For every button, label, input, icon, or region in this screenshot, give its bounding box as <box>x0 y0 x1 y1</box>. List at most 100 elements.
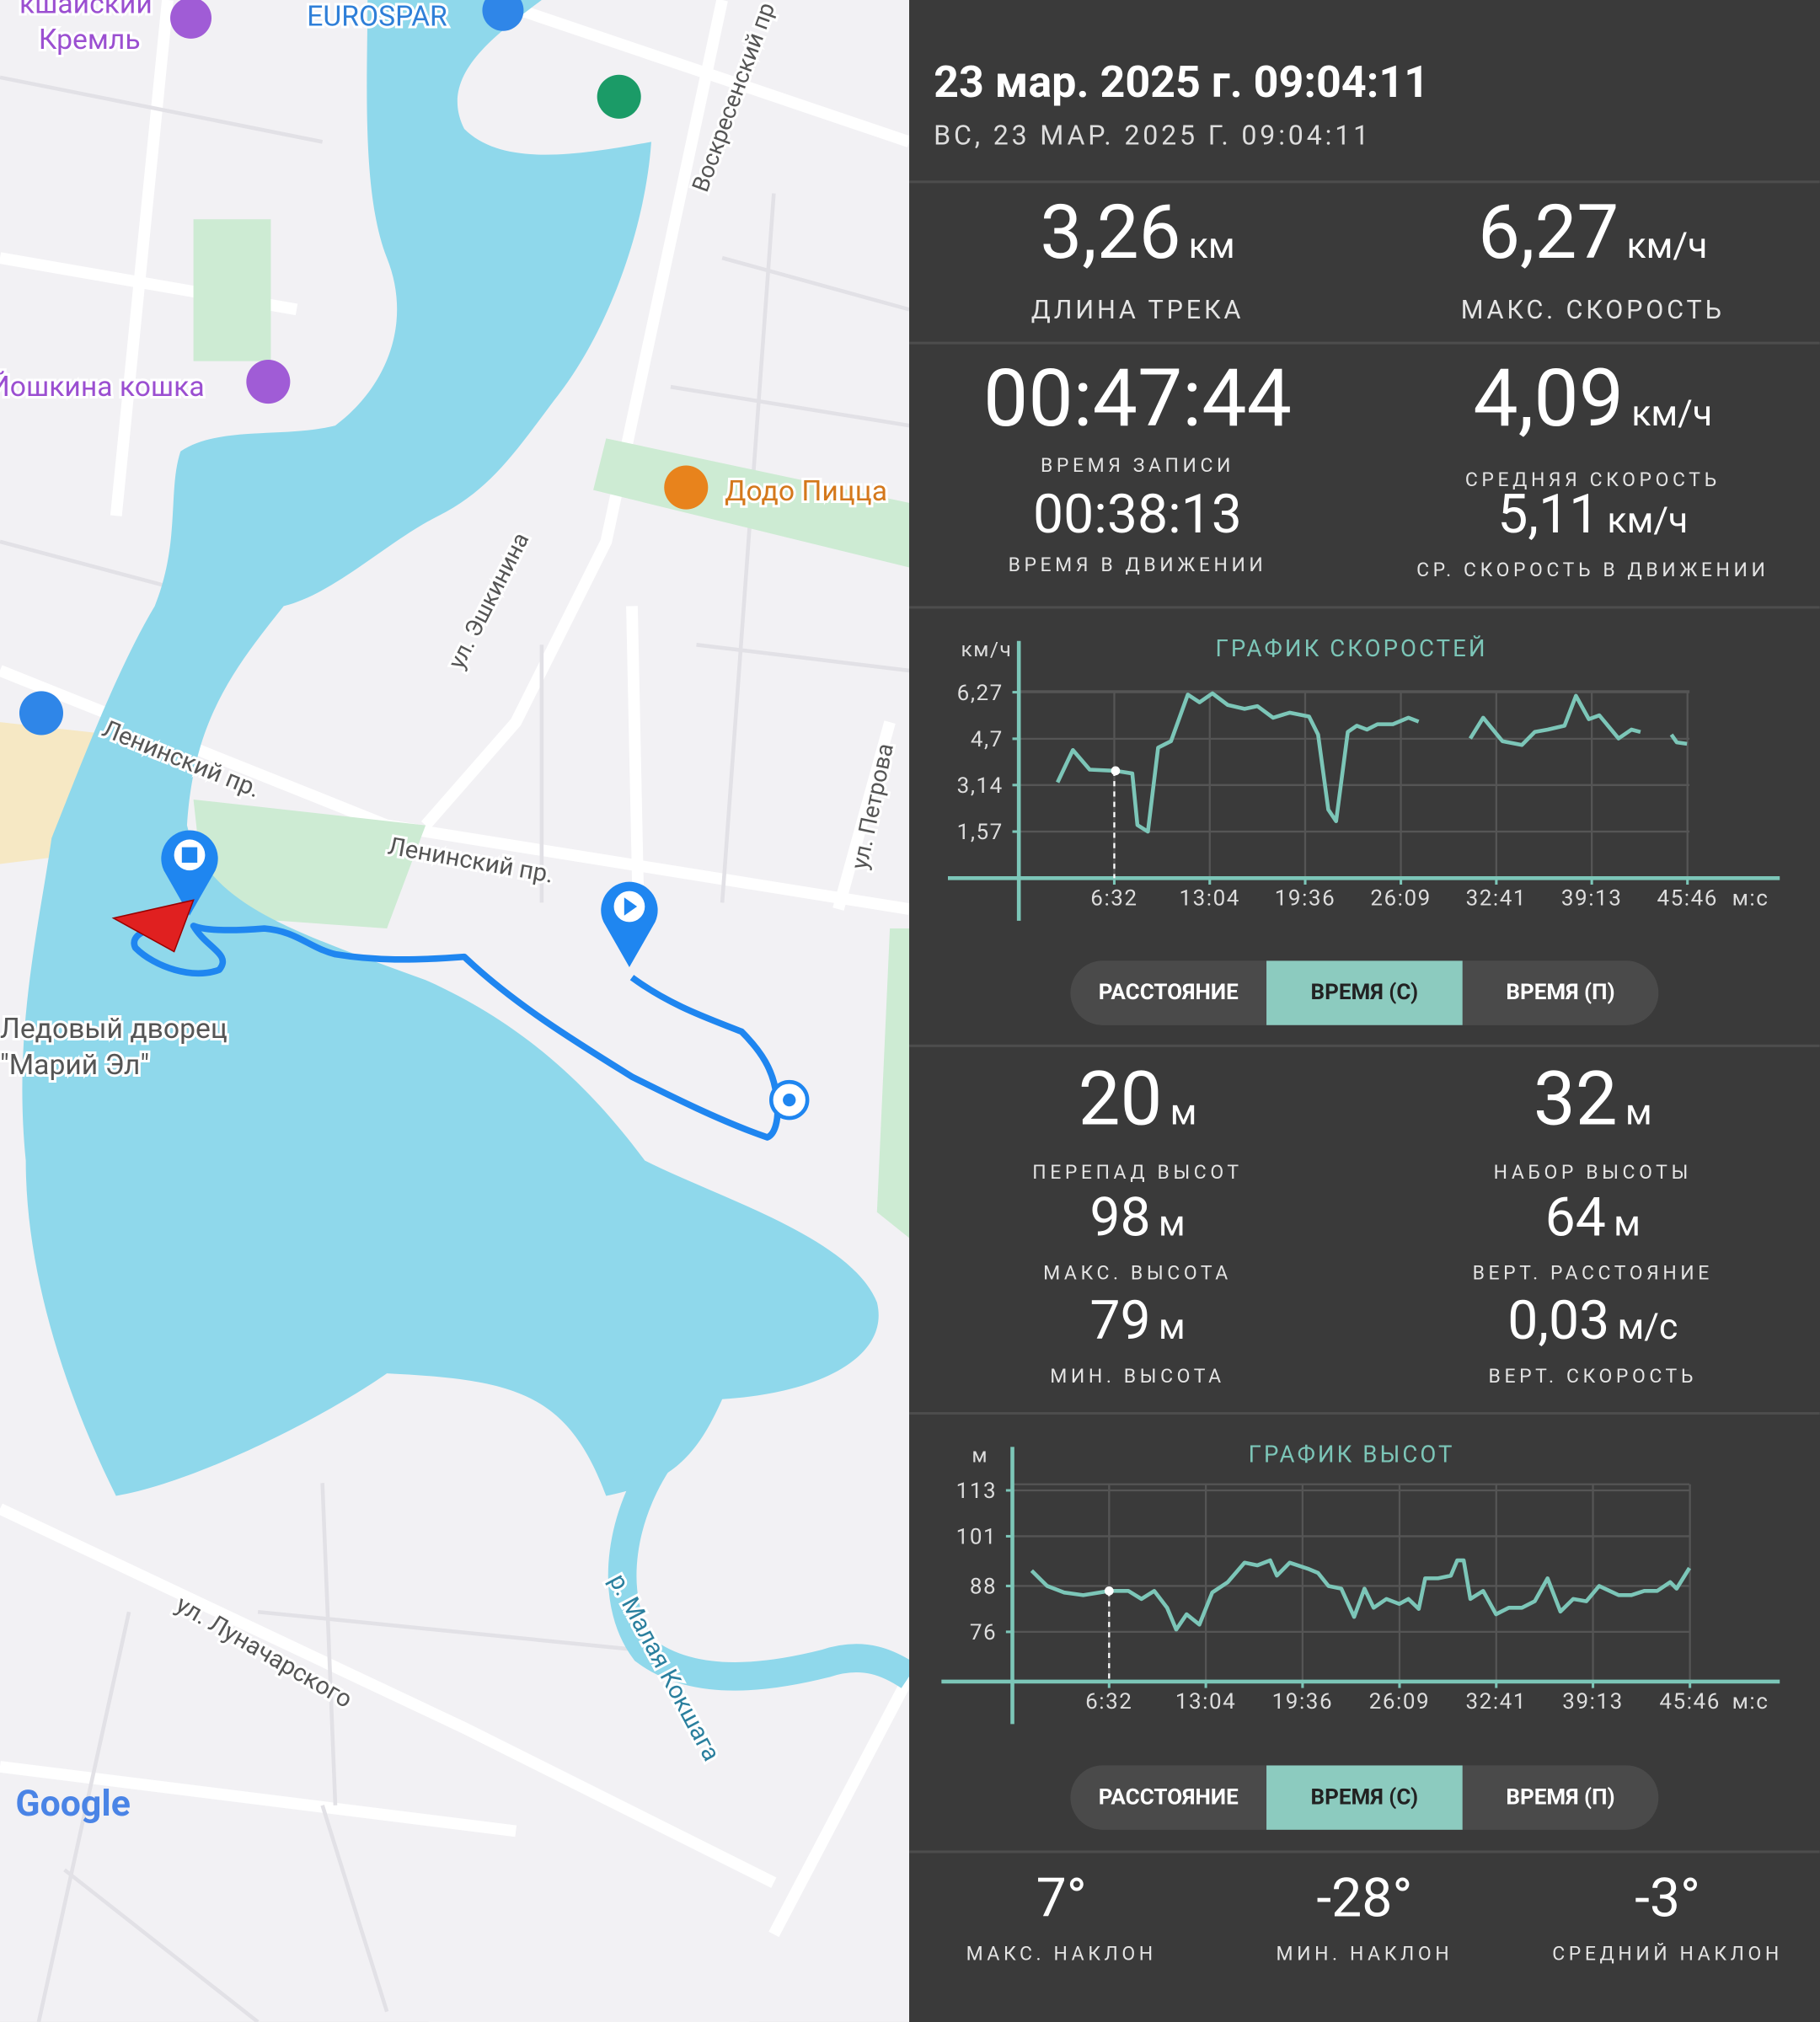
divider <box>909 1850 1820 1854</box>
y-tick-label: 76 <box>970 1620 997 1645</box>
x-tick-label: 45:46 <box>1659 1689 1720 1714</box>
x-tick-label: 32:41 <box>1466 1689 1527 1714</box>
map-label: ул. Эшкинина <box>442 528 535 674</box>
divider <box>909 606 1820 609</box>
cursor-point <box>1111 766 1121 776</box>
x-tick-label: 19:36 <box>1272 1689 1333 1714</box>
toggle-option[interactable]: ВРЕМЯ (С) <box>1266 960 1463 1025</box>
x-axis-label: м:с <box>1732 1689 1769 1714</box>
text: 3,26 <box>1040 189 1181 278</box>
text: СР. СКОРОСТЬ В ДВИЖЕНИИ <box>1416 558 1769 582</box>
toggle-option[interactable]: ВРЕМЯ (П) <box>1506 980 1615 1006</box>
toggle-option[interactable]: РАССТОЯНИЕ <box>1098 1784 1239 1811</box>
elevation-chart: ГРАФИК ВЫСОТ м 113 101 88 76 6:32 13:04 19:36 26:… <box>941 1441 1780 1725</box>
subtitle: ВС, 23 МАР. 2025 Г. 09:04:11 <box>934 120 1373 152</box>
stat: 98 м МАКС. ВЫСОТА <box>905 1186 1369 1285</box>
x-tick-label: 13:04 <box>1180 885 1240 911</box>
x-tick-label: 13:04 <box>1175 1689 1236 1714</box>
water <box>22 0 879 1496</box>
toggle-group[interactable]: РАССТОЯНИЕ ВРЕМЯ (С) ВРЕМЯ (П) <box>1070 960 1659 1025</box>
toggle-option[interactable]: ВРЕМЯ (П) <box>1506 1784 1615 1811</box>
text: 7° <box>1036 1867 1087 1931</box>
map[interactable]: кшайский Кремль EUROSPAR Воскресенский п… <box>0 0 910 2022</box>
map-label: кшайский <box>19 0 153 20</box>
stat: 0,03 м/с ВЕРТ. СКОРОСТЬ <box>1361 1292 1820 1388</box>
y-tick-label: 6,27 <box>957 681 1004 706</box>
x-tick-label: 32:41 <box>1466 885 1527 911</box>
text: НАБОР ВЫСОТЫ <box>1493 1160 1692 1185</box>
toggle-group[interactable]: РАССТОЯНИЕ ВРЕМЯ (С) ВРЕМЯ (П) <box>1070 1765 1659 1830</box>
y-tick-label: 101 <box>956 1525 997 1550</box>
y-tick-label: 4,7 <box>971 727 1004 752</box>
text: МАКС. НАКЛОН <box>966 1942 1157 1966</box>
stat: 79 м МИН. ВЫСОТА <box>905 1292 1369 1388</box>
stop-marker[interactable] <box>161 830 218 916</box>
text: 6,27 <box>1478 189 1619 278</box>
text: МАКС. СКОРОСТЬ <box>1460 293 1725 325</box>
stat: -3° СРЕДНИЙ НАКЛОН <box>1436 1867 1820 1966</box>
text: МАКС. ВЫСОТА <box>1043 1260 1232 1285</box>
text: 5,11 <box>1497 483 1600 547</box>
text: 4,09 <box>1473 351 1625 447</box>
start-marker[interactable] <box>601 881 658 967</box>
attribution: Google <box>15 1783 131 1825</box>
toggle-option[interactable]: РАССТОЯНИЕ <box>1098 980 1239 1006</box>
stat: 64 м ВЕРТ. РАССТОЯНИЕ <box>1361 1186 1820 1285</box>
roads <box>0 0 910 1938</box>
text: ПЕРЕПАД ВЫСОТ <box>1032 1160 1243 1185</box>
map-canvas: кшайский Кремль EUROSPAR Воскресенский п… <box>0 0 910 2022</box>
text: ВЕРТ. СКОРОСТЬ <box>1488 1364 1698 1388</box>
text: МИН. НАКЛОН <box>1276 1942 1453 1966</box>
text: км/ч <box>1607 499 1689 542</box>
stat: 3,26 км ДЛИНА ТРЕКА <box>905 194 1369 325</box>
line <box>1056 691 1688 834</box>
poi-icons[interactable] <box>19 0 709 736</box>
stat: 7° МАКС. НАКЛОН <box>829 1867 1293 1966</box>
route <box>131 923 781 1141</box>
stat: 00:47:44 ВРЕМЯ ЗАПИСИ <box>905 358 1369 478</box>
streets <box>0 75 910 2022</box>
x-tick-label: 26:09 <box>1369 1689 1430 1714</box>
y-tick-label: 113 <box>956 1479 997 1504</box>
text: 32 <box>1533 1056 1618 1144</box>
stat: -28° МИН. НАКЛОН <box>1132 1867 1597 1966</box>
toggle-option[interactable]: ВРЕМЯ (С) <box>1266 1765 1463 1830</box>
divider <box>909 341 1820 345</box>
map-label: ул. Петрова <box>845 741 899 871</box>
river <box>608 1435 910 1691</box>
stat: 32 м НАБОР ВЫСОТЫ <box>1361 1060 1820 1184</box>
text: 64 <box>1544 1186 1606 1250</box>
stat: 20 м ПЕРЕПАД ВЫСОТ <box>905 1060 1369 1184</box>
text: км/ч <box>1626 224 1708 267</box>
stat: 6,27 км/ч МАКС. СКОРОСТЬ <box>1361 194 1820 325</box>
text: м <box>1170 1090 1197 1134</box>
map-label: Ледовый дворец <box>0 1013 228 1046</box>
x-tick-label: 26:09 <box>1370 885 1431 911</box>
text: ВЕРТ. РАССТОЯНИЕ <box>1472 1260 1713 1285</box>
text: -3° <box>1635 1867 1701 1931</box>
x-tick-label: 39:13 <box>1561 885 1622 911</box>
stat: 00:38:13 ВРЕМЯ В ДВИЖЕНИИ <box>905 485 1369 576</box>
text: 98 <box>1089 1186 1151 1250</box>
map-label: EUROSPAR <box>307 1 447 34</box>
map-label: "Марий Эл" <box>0 1049 149 1082</box>
map-label: Йошкина кошка <box>0 371 205 404</box>
text: -28° <box>1316 1867 1413 1931</box>
text: м <box>1614 1201 1641 1245</box>
x-tick-label: 39:13 <box>1562 1689 1623 1714</box>
stat: 4,09 км/ч СРЕДНЯЯ СКОРОСТЬ <box>1361 358 1820 492</box>
text: км <box>1188 224 1235 267</box>
text: м <box>1158 1304 1186 1348</box>
text: 79 <box>1089 1289 1151 1353</box>
text: МИН. ВЫСОТА <box>1050 1364 1225 1388</box>
chart-title: ГРАФИК СКОРОСТЕЙ <box>1216 634 1488 662</box>
park <box>876 928 910 1238</box>
y-axis-label: км/ч <box>961 637 1012 661</box>
divider <box>909 1044 1820 1047</box>
text: м <box>1625 1090 1652 1134</box>
line <box>1030 1558 1692 1632</box>
y-tick-label: 3,14 <box>957 773 1004 799</box>
text: СРЕДНЯЯ СКОРОСТЬ <box>1464 468 1721 492</box>
text: 0,03 <box>1507 1289 1610 1353</box>
